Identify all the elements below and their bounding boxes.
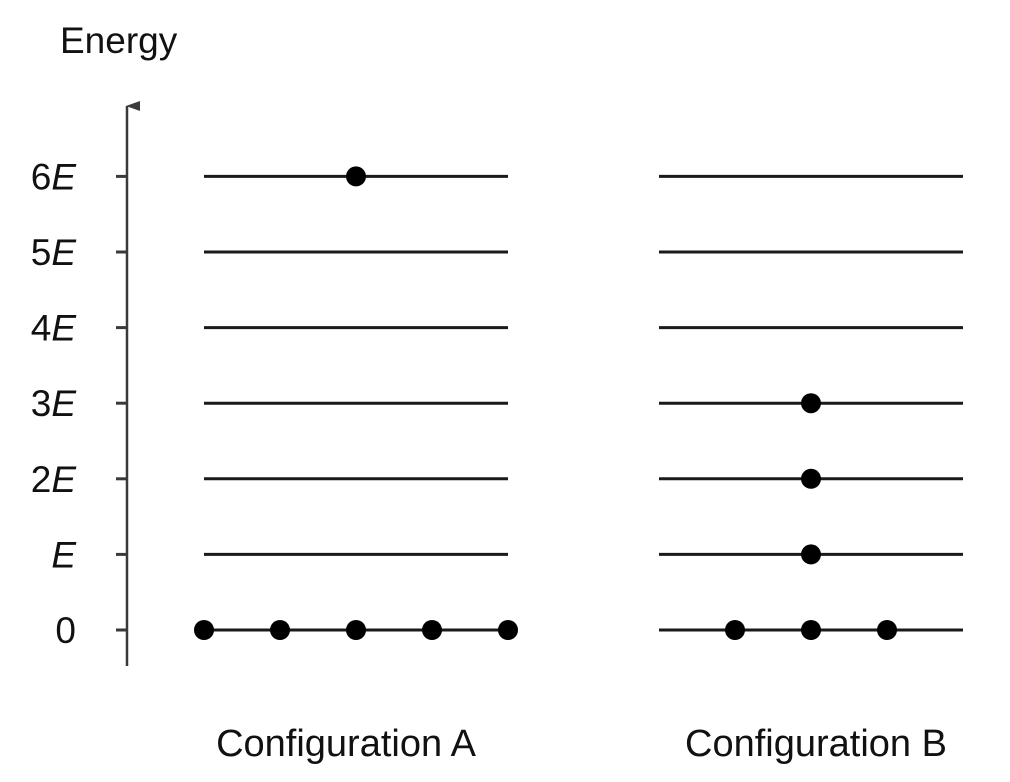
tick-variable: E	[51, 156, 77, 197]
tick-variable: E	[51, 459, 77, 500]
configuration-a-particle	[346, 166, 366, 187]
configuration-b-particle	[801, 620, 821, 640]
tick-coefficient: 5	[31, 232, 52, 273]
tick-coefficient: 0	[55, 610, 76, 651]
configuration-b-particle	[801, 393, 821, 414]
tick-coefficient: 2	[31, 459, 52, 500]
axis-tick-label-6: 6E	[31, 156, 78, 197]
configuration-a-particle	[498, 620, 518, 640]
configuration-a-particle	[270, 620, 290, 640]
configuration-a-particle	[422, 620, 442, 640]
tick-coefficient: 3	[31, 383, 52, 424]
axis-tick-label-5: 5E	[31, 232, 78, 273]
axis-tick-label-1: E	[51, 534, 77, 575]
axis-tick-label-2: 2E	[31, 459, 78, 500]
particles	[194, 166, 897, 640]
tick-coefficient: 4	[31, 308, 52, 349]
configuration-a-particle	[346, 620, 366, 640]
tick-coefficient: 6	[31, 156, 52, 197]
configuration-b-particle	[801, 468, 821, 489]
configuration-b-particle	[725, 620, 745, 640]
tick-variable: E	[51, 383, 77, 424]
configuration-b-label: Configuration B	[685, 723, 947, 765]
configuration-a-particle	[194, 620, 214, 640]
axis-tick-label-3: 3E	[31, 383, 78, 424]
tick-variable: E	[51, 232, 77, 273]
configuration-b-particle	[877, 620, 897, 640]
configuration-a-label: Configuration A	[216, 723, 476, 765]
axis-tick-label-4: 4E	[31, 308, 78, 349]
tick-variable: E	[51, 308, 77, 349]
configuration-b-particle	[801, 544, 821, 565]
energy-levels	[204, 174, 963, 632]
tick-variable: E	[51, 534, 77, 575]
energy-axis-title: Energy	[60, 20, 178, 61]
axis-tick-label-0: 0	[55, 610, 76, 651]
